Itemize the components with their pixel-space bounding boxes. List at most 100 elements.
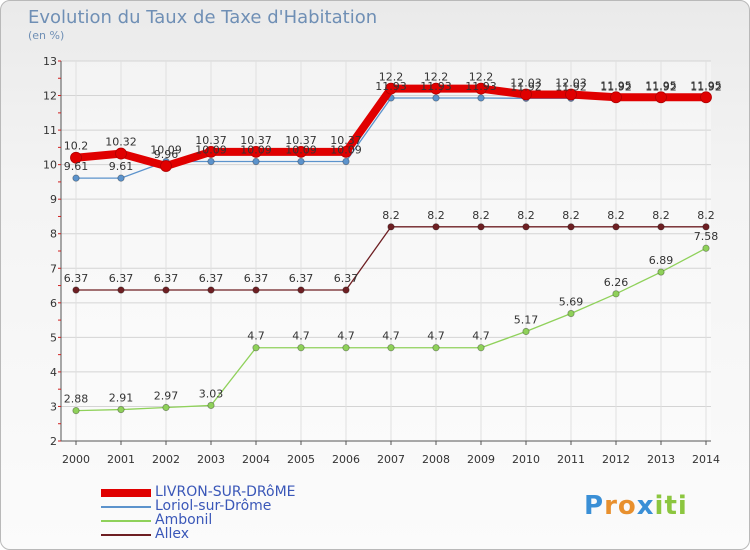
data-label: 12.2 — [379, 71, 404, 84]
data-label: 11.95 — [690, 79, 722, 92]
data-label: 6.37 — [334, 272, 359, 285]
x-tick-label: 2005 — [287, 453, 315, 466]
data-point — [252, 157, 260, 166]
data-label: 2.88 — [64, 393, 89, 406]
brand-letter: o — [617, 491, 637, 521]
data-label: 4.7 — [337, 330, 355, 343]
data-label: 4.7 — [382, 330, 400, 343]
x-tick-label: 2013 — [647, 453, 675, 466]
data-point — [385, 82, 397, 95]
data-point — [430, 82, 442, 95]
data-point — [477, 223, 485, 231]
x-tick-label: 2008 — [422, 453, 450, 466]
legend-label: Ambonil — [155, 512, 213, 528]
x-tick-label: 2009 — [467, 453, 495, 466]
data-point — [252, 344, 260, 352]
data-label: 11.92 — [645, 80, 677, 93]
data-label: 6.37 — [109, 272, 134, 285]
legend-swatch — [101, 520, 151, 522]
data-label: 10.37 — [330, 134, 362, 147]
data-point — [340, 145, 352, 158]
y-tick-label: 8 — [50, 228, 57, 241]
data-point — [567, 223, 575, 231]
data-point — [297, 286, 305, 294]
data-point — [475, 82, 487, 95]
x-tick-label: 2011 — [557, 453, 585, 466]
data-point — [117, 405, 125, 414]
data-point — [387, 223, 395, 231]
y-tick-label: 6 — [50, 297, 57, 310]
data-label: 10.09 — [330, 144, 362, 157]
data-label: 10.09 — [150, 144, 182, 157]
data-label: 11.92 — [600, 80, 632, 93]
legend-label: LIVRON-SUR-DRôME — [155, 484, 296, 500]
data-point — [162, 286, 170, 294]
data-point — [565, 88, 577, 101]
data-point — [612, 290, 620, 298]
data-point — [72, 286, 80, 294]
data-label: 12.2 — [469, 71, 494, 84]
brand-letter: t — [664, 491, 678, 521]
data-label: 8.2 — [472, 209, 490, 222]
data-label: 8.2 — [562, 209, 580, 222]
data-label: 10.2 — [64, 140, 89, 153]
data-label: 8.2 — [517, 209, 535, 222]
data-label: 7.58 — [694, 230, 719, 243]
data-point — [522, 223, 530, 231]
data-point — [342, 157, 350, 166]
data-point — [70, 151, 82, 164]
brand-logo: Proxiti — [584, 491, 688, 521]
brand-letter: x — [636, 491, 655, 521]
y-tick-label: 7 — [50, 262, 57, 275]
chart-title: Evolution du Taux de Taxe d'Habitation — [28, 7, 378, 28]
data-point — [657, 268, 665, 276]
data-label: 10.32 — [105, 136, 137, 149]
y-tick-label: 4 — [50, 366, 57, 379]
data-label: 6.37 — [64, 272, 89, 285]
data-point — [700, 91, 712, 104]
data-label: 6.26 — [604, 276, 629, 289]
data-label: 4.7 — [247, 330, 265, 343]
data-point — [297, 344, 305, 352]
x-tick-label: 2001 — [107, 453, 135, 466]
data-label: 9.61 — [109, 160, 134, 173]
x-tick-label: 2010 — [512, 453, 540, 466]
data-label: 11.92 — [555, 80, 587, 93]
data-point — [295, 145, 307, 158]
data-point — [297, 157, 305, 166]
data-point — [477, 94, 485, 102]
data-point — [657, 223, 665, 231]
data-label: 4.7 — [472, 330, 490, 343]
data-label: 2.97 — [154, 389, 179, 402]
data-label: 4.7 — [292, 330, 310, 343]
data-point — [702, 223, 710, 231]
data-label: 10.37 — [285, 134, 317, 147]
x-tick-label: 2002 — [152, 453, 180, 466]
data-point — [432, 223, 440, 231]
data-point — [117, 286, 125, 294]
data-label: 6.37 — [244, 272, 269, 285]
data-point — [117, 174, 125, 182]
plot-area — [61, 61, 711, 441]
data-label: 11.93 — [375, 80, 407, 93]
data-point — [160, 160, 172, 172]
data-label: 9.96 — [154, 148, 179, 161]
data-label: 11.92 — [510, 80, 542, 93]
data-label: 6.37 — [154, 272, 179, 285]
data-point — [702, 244, 710, 252]
legend-swatch — [101, 489, 151, 497]
x-tick-label: 2012 — [602, 453, 630, 466]
data-point — [250, 145, 262, 158]
data-label: 10.09 — [195, 144, 227, 157]
data-label: 6.37 — [289, 272, 314, 285]
legend-swatch — [101, 534, 151, 536]
data-point — [72, 406, 80, 415]
data-label: 8.2 — [382, 209, 400, 222]
data-point — [207, 401, 215, 410]
data-label: 12.2 — [424, 71, 449, 84]
y-tick-label: 10 — [43, 159, 57, 172]
data-label: 4.7 — [427, 330, 445, 343]
data-label: 5.17 — [514, 313, 539, 326]
data-label: 11.93 — [465, 80, 497, 93]
